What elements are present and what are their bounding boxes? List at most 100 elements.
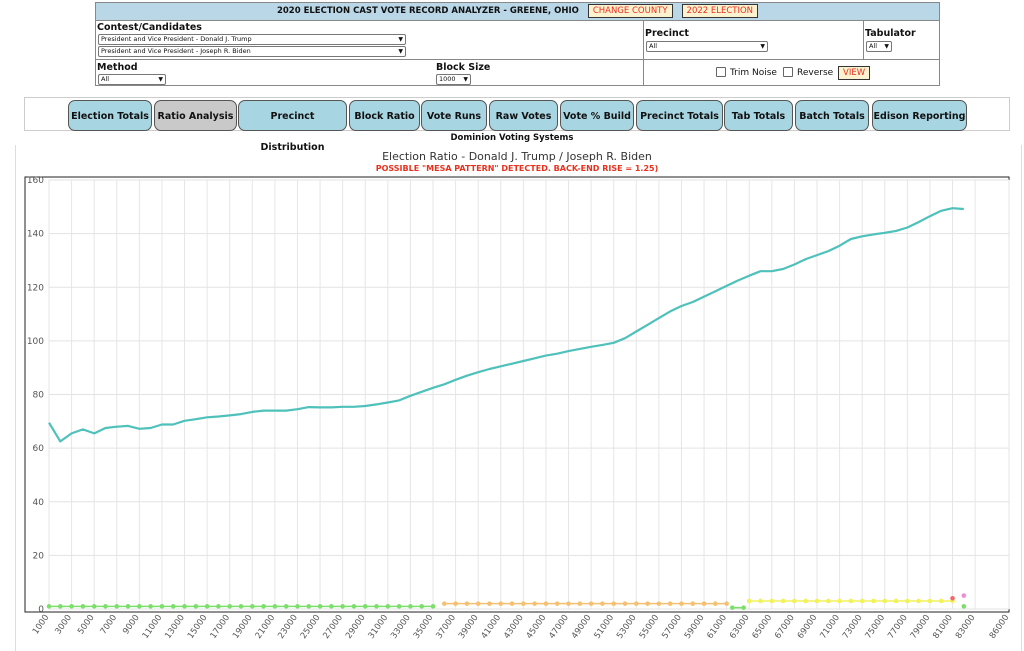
- marker-point-orange: [532, 601, 537, 606]
- marker-point-green-break: [741, 605, 746, 610]
- marker-point-yellow: [916, 598, 921, 604]
- y-tick-label: 40: [33, 498, 45, 508]
- chart-title: Election Ratio - Donald J. Trump / Josep…: [382, 150, 652, 163]
- chevron-down-icon: ▼: [463, 76, 468, 83]
- contest-label: Contest/Candidates: [97, 22, 202, 33]
- system-label: Dominion Voting Systems: [450, 133, 574, 143]
- divider: [643, 20, 644, 86]
- divider: [96, 59, 939, 60]
- candidate2-select[interactable]: President and Vice President - Joseph R.…: [98, 46, 406, 57]
- marker-point-orange: [475, 601, 481, 606]
- tab-vote-build[interactable]: Vote % Build: [560, 100, 634, 131]
- reverse-label: Reverse: [797, 68, 834, 78]
- x-tick-label: 23000: [276, 613, 300, 641]
- change-county-button[interactable]: CHANGE COUNTY: [587, 3, 673, 18]
- marker-point-orange: [487, 601, 492, 606]
- x-tick-label: 63000: [728, 613, 752, 641]
- candidate1-select[interactable]: President and Vice President - Donald J.…: [98, 34, 406, 45]
- x-tick-label: 55000: [638, 613, 662, 641]
- x-tick-label: 5000: [76, 613, 97, 636]
- marker-point-orange: [701, 601, 707, 606]
- app-title-bar: 2020 ELECTION CAST VOTE RECORD ANALYZER …: [96, 3, 939, 21]
- x-tick-label: 1000: [31, 613, 52, 636]
- marker-point-orange: [509, 601, 515, 606]
- precinct-select[interactable]: All ▼: [646, 41, 768, 52]
- x-tick-label: 21000: [254, 613, 278, 641]
- x-tick-label: 11000: [141, 613, 165, 641]
- tabulator-select[interactable]: All ▼: [866, 41, 892, 52]
- marker-point-green: [103, 604, 108, 609]
- x-tick-label: 35000: [412, 613, 436, 641]
- marker-point-green: [69, 604, 74, 609]
- x-tick-label: 49000: [570, 613, 594, 641]
- block-size-value: 1000: [439, 75, 456, 83]
- marker-point-green: [125, 604, 131, 609]
- marker-point-green: [227, 604, 233, 609]
- tab-edison-reporting[interactable]: Edison Reporting: [872, 100, 967, 131]
- x-tick-label: 71000: [818, 613, 842, 641]
- marker-point-yellow: [848, 598, 854, 604]
- marker-point-orange: [679, 601, 684, 606]
- x-tick-label: 33000: [389, 613, 413, 641]
- x-tick-label: 67000: [773, 613, 797, 641]
- x-tick-label: 83000: [954, 613, 978, 641]
- marker-point-yellow: [837, 598, 842, 604]
- tab-tab-totals[interactable]: Tab Totals: [724, 100, 793, 131]
- marker-point-green-break: [729, 605, 735, 610]
- method-select[interactable]: All ▼: [98, 74, 166, 85]
- tab-precinct-distribution[interactable]: Precinct Distribution: [238, 100, 347, 153]
- marker-point-green: [340, 604, 345, 609]
- x-tick-label: 53000: [615, 613, 639, 641]
- x-tick-label: 27000: [321, 613, 345, 641]
- marker-point-yellow: [746, 598, 752, 604]
- marker-point-green: [216, 604, 221, 609]
- x-tick-label: 47000: [547, 613, 571, 641]
- tab-election-totals[interactable]: Election Totals: [68, 100, 152, 131]
- tab-block-ratio[interactable]: Block Ratio: [349, 100, 420, 131]
- marker-point-green: [114, 604, 120, 609]
- marker-point-orange: [600, 601, 605, 606]
- y-tick-label: 100: [27, 337, 44, 347]
- chevron-down-icon: ▼: [398, 48, 403, 55]
- marker-point-orange: [543, 601, 549, 606]
- marker-point-orange: [464, 601, 470, 606]
- marker-point-orange: [498, 601, 504, 606]
- tabulator-value: All: [869, 42, 878, 50]
- view-button[interactable]: VIEW: [838, 66, 871, 80]
- tab-raw-votes[interactable]: Raw Votes: [489, 100, 558, 131]
- x-tick-label: 19000: [231, 613, 255, 641]
- election-2022-button[interactable]: 2022 ELECTION: [681, 3, 759, 18]
- trim-noise-checkbox[interactable]: [716, 67, 726, 77]
- block-size-select[interactable]: 1000 ▼: [436, 74, 471, 85]
- x-tick-label: 37000: [434, 613, 458, 641]
- chevron-down-icon: ▼: [158, 76, 163, 83]
- marker-point-orange: [521, 601, 526, 606]
- marker-point-green: [283, 604, 289, 609]
- x-tick-label: 39000: [457, 613, 481, 641]
- tab-ratio-analysis[interactable]: Ratio Analysis: [154, 100, 237, 131]
- x-tick-label: 79000: [909, 613, 933, 641]
- x-tick-label: 7000: [99, 613, 120, 636]
- marker-point-green: [396, 604, 402, 609]
- marker-point-green: [204, 604, 210, 609]
- marker-point-green: [419, 604, 425, 609]
- x-tick-label: 13000: [163, 613, 187, 641]
- marker-point-yellow: [792, 598, 797, 604]
- x-tick-label: 41000: [480, 613, 504, 641]
- marker-point-orange: [622, 601, 628, 606]
- marker-point-yellow: [871, 598, 876, 604]
- marker-point-yellow: [927, 598, 933, 604]
- tab-precinct-totals[interactable]: Precinct Totals: [636, 100, 723, 131]
- x-tick-label: 17000: [208, 613, 232, 641]
- marker-point-orange: [656, 601, 662, 606]
- tab-batch-totals[interactable]: Batch Totals: [795, 100, 869, 131]
- tab-vote-runs[interactable]: Vote Runs: [421, 100, 487, 131]
- marker-point-green: [182, 604, 187, 609]
- reverse-checkbox[interactable]: [783, 67, 793, 77]
- precinct-label: Precinct: [645, 28, 689, 39]
- marker-point-green: [249, 604, 255, 609]
- marker-point-yellow: [814, 598, 820, 604]
- x-tick-label: 45000: [525, 613, 549, 641]
- marker-point-green: [91, 604, 97, 609]
- marker-point-orange: [554, 601, 560, 606]
